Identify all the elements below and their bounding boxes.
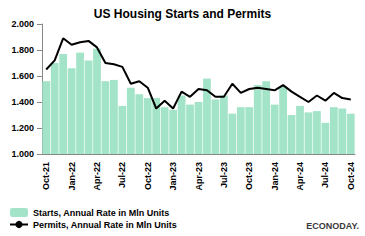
svg-text:Jan-23: Jan-23: [168, 162, 178, 191]
svg-text:Oct-23: Oct-23: [244, 162, 254, 190]
svg-text:1.200: 1.200: [11, 123, 34, 133]
svg-text:2.000: 2.000: [11, 19, 34, 29]
svg-text:Apr-22: Apr-22: [92, 162, 102, 191]
svg-text:Permits, Annual Rate in Mln Un: Permits, Annual Rate in Mln Units: [33, 220, 177, 230]
svg-text:1.800: 1.800: [11, 45, 34, 55]
svg-text:1.400: 1.400: [11, 97, 34, 107]
svg-text:US Housing Starts and Permits: US Housing Starts and Permits: [94, 7, 272, 21]
svg-text:Starts, Annual Rate in Mln Uni: Starts, Annual Rate in Mln Units: [33, 208, 169, 218]
svg-text:Oct-21: Oct-21: [41, 162, 51, 190]
svg-text:ECONODAY.: ECONODAY.: [306, 221, 359, 231]
svg-text:Jan-24: Jan-24: [270, 162, 280, 191]
svg-text:1.000: 1.000: [11, 149, 34, 159]
svg-text:Jul-23: Jul-23: [219, 162, 229, 188]
svg-text:Jul-24: Jul-24: [320, 162, 330, 188]
svg-text:Apr-23: Apr-23: [194, 162, 204, 191]
svg-text:Oct-24: Oct-24: [346, 162, 356, 190]
svg-text:Apr-24: Apr-24: [295, 162, 305, 191]
svg-text:Jan-22: Jan-22: [67, 162, 77, 191]
svg-text:1.600: 1.600: [11, 71, 34, 81]
svg-text:Oct-22: Oct-22: [143, 162, 153, 190]
svg-text:Jul-22: Jul-22: [117, 162, 127, 188]
